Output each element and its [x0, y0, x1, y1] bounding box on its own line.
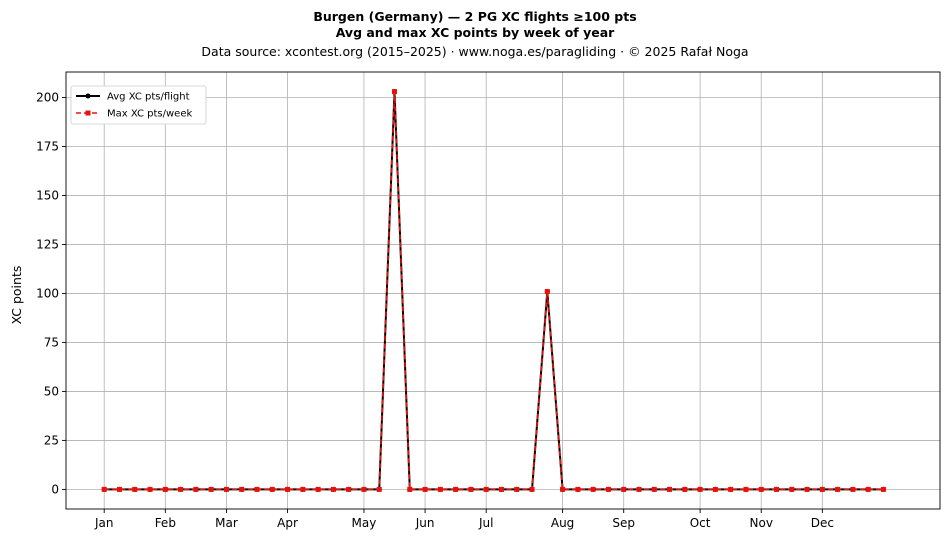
x-tick-label-jan: Jan [94, 516, 114, 530]
data-point [407, 486, 413, 492]
data-point [880, 486, 886, 492]
data-point [651, 486, 657, 492]
data-point [330, 486, 336, 492]
data-point [682, 486, 688, 492]
legend-marker-avg [85, 93, 91, 99]
series-max [101, 89, 886, 492]
data-point [315, 486, 321, 492]
data-point [269, 486, 275, 492]
x-tick-label-feb: Feb [155, 516, 176, 530]
data-point [697, 486, 703, 492]
series-line [104, 90, 884, 491]
data-point [239, 486, 245, 492]
y-tick-label: 200 [36, 90, 59, 104]
data-point [728, 486, 734, 492]
legend-entry-avg: Avg XC pts/flight [107, 92, 190, 103]
data-point [254, 486, 260, 492]
data-point [835, 486, 841, 492]
x-tick-label-sep: Sep [612, 516, 635, 530]
series-line [104, 90, 884, 491]
x-tick-label-may: May [352, 516, 377, 530]
legend-entry-max: Max XC pts/week [107, 109, 192, 120]
data-point [590, 486, 596, 492]
legend: Avg XC pts/flight Max XC pts/week [70, 85, 207, 125]
data-point [514, 486, 520, 492]
data-point [223, 486, 229, 492]
series [101, 89, 886, 492]
data-point [774, 486, 780, 492]
legend-box [70, 85, 207, 125]
y-tick-label: 0 [51, 482, 59, 496]
data-point [346, 486, 352, 492]
data-point [361, 486, 367, 492]
axis-ticks: 0 25 50 75 100 125 150 175 200 Jan Feb Mar Apr May Jun… [36, 90, 834, 530]
data-point [621, 486, 627, 492]
data-point [453, 486, 459, 492]
data-point [544, 288, 550, 294]
data-point [819, 486, 825, 492]
y-tick-label: 25 [44, 433, 59, 447]
data-point [285, 486, 291, 492]
data-point [101, 486, 107, 492]
data-point [468, 486, 474, 492]
data-point [498, 486, 504, 492]
data-point [636, 486, 642, 492]
x-tick-label-jun: Jun [415, 516, 435, 530]
data-point [804, 486, 810, 492]
data-point [300, 486, 306, 492]
data-point [529, 486, 535, 492]
legend-marker-max [85, 110, 91, 116]
data-point [116, 486, 122, 492]
data-point [178, 486, 184, 492]
data-point [132, 486, 138, 492]
y-tick-label: 125 [36, 237, 59, 251]
data-point [850, 486, 856, 492]
y-tick-label: 100 [36, 286, 59, 300]
y-tick-label: 150 [36, 188, 59, 202]
data-point [376, 486, 382, 492]
series-avg [101, 89, 886, 492]
data-point [208, 486, 214, 492]
data-point [193, 486, 199, 492]
data-point [712, 486, 718, 492]
x-tick-label-aug: Aug [551, 516, 574, 530]
data-point [392, 89, 398, 95]
chart-source-line: Data source: xcontest.org (2015–2025) · … [201, 44, 748, 59]
data-point [667, 486, 673, 492]
x-tick-label-nov: Nov [750, 516, 773, 530]
y-axis-label: XC points [9, 266, 24, 325]
data-point [789, 486, 795, 492]
x-tick-label-oct: Oct [690, 516, 711, 530]
x-tick-label-mar: Mar [215, 516, 238, 530]
y-tick-label: 50 [44, 384, 59, 398]
data-point [743, 486, 749, 492]
data-point [483, 486, 489, 492]
data-point [147, 486, 153, 492]
data-point [437, 486, 443, 492]
x-tick-label-apr: Apr [277, 516, 298, 530]
y-tick-label: 75 [44, 335, 59, 349]
chart-title: Burgen (Germany) — 2 PG XC flights ≥100 … [313, 9, 636, 24]
plot-area-frame [65, 71, 941, 510]
grid [66, 72, 940, 509]
chart-subtitle: Avg and max XC points by week of year [336, 25, 615, 40]
y-tick-label: 175 [36, 139, 59, 153]
data-point [162, 486, 168, 492]
data-point [758, 486, 764, 492]
data-point [575, 486, 581, 492]
x-tick-label-jul: Jul [478, 516, 493, 530]
data-point [560, 486, 566, 492]
data-point [865, 486, 871, 492]
x-tick-label-dec: Dec [811, 516, 834, 530]
data-point [422, 486, 428, 492]
data-point [605, 486, 611, 492]
